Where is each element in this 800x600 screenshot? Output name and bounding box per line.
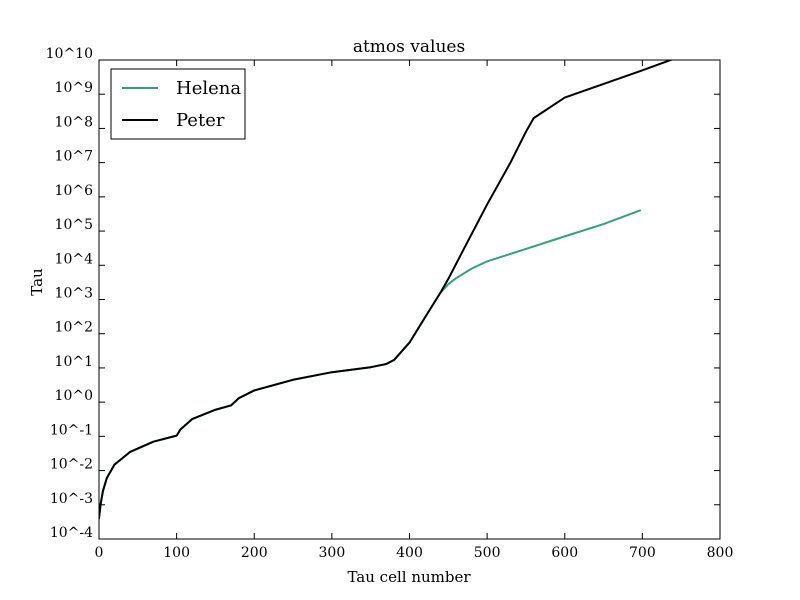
y-tick-label: 10^10 bbox=[46, 46, 93, 62]
y-tick-label: 10^2 bbox=[55, 320, 93, 336]
x-tick-label: 800 bbox=[707, 545, 734, 561]
x-tick-label: 500 bbox=[474, 545, 501, 561]
x-tick-label: 100 bbox=[163, 545, 190, 561]
chart-title: atmos values bbox=[353, 37, 465, 57]
y-tick-label: 10^-2 bbox=[50, 457, 93, 473]
y-tick-label: 10^0 bbox=[55, 388, 93, 404]
legend-box bbox=[110, 68, 246, 140]
legend: Helena Peter bbox=[110, 68, 246, 140]
y-tick-label: 10^8 bbox=[55, 114, 93, 130]
y-tick-label: 10^3 bbox=[55, 286, 93, 302]
x-axis-label: Tau cell number bbox=[347, 568, 471, 586]
x-tick-label: 700 bbox=[629, 545, 656, 561]
legend-label-helena: Helena bbox=[176, 78, 241, 99]
x-tick-label: 0 bbox=[95, 545, 104, 561]
ticks-layer: 0 100 200 300 400 500 600 700 800 10^-4 10^-3 10^-2… bbox=[46, 46, 734, 561]
y-tick-label: 10^6 bbox=[55, 183, 94, 199]
x-tick-label: 300 bbox=[319, 545, 346, 561]
y-tick-label: 10^7 bbox=[55, 149, 93, 165]
legend-label-peter: Peter bbox=[176, 110, 225, 131]
series-layer bbox=[99, 60, 674, 520]
series-line-peter bbox=[99, 60, 674, 520]
y-tick-label: 10^-4 bbox=[50, 525, 93, 541]
y-tick-label: 10^1 bbox=[55, 354, 93, 370]
y-tick-label: 10^4 bbox=[55, 251, 94, 267]
x-tick-label: 200 bbox=[241, 545, 268, 561]
y-tick-label: 10^-1 bbox=[50, 422, 93, 438]
y-tick-label: 10^-3 bbox=[50, 491, 93, 507]
y-tick-label: 10^9 bbox=[55, 80, 93, 96]
plot-frame bbox=[98, 59, 721, 540]
x-tick-label: 600 bbox=[551, 545, 578, 561]
y-axis-label: Tau bbox=[28, 268, 46, 296]
y-tick-label: 10^5 bbox=[55, 217, 93, 233]
x-tick-label: 400 bbox=[396, 545, 423, 561]
